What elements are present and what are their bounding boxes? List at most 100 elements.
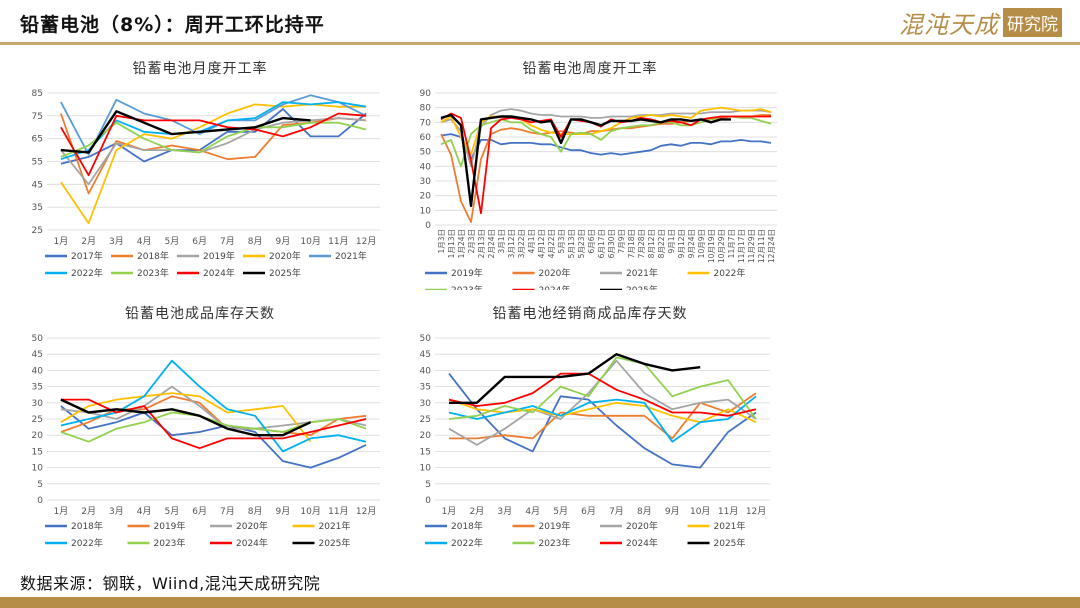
y-tick-label: 0 — [425, 221, 431, 231]
x-tick-label: 4月 — [137, 236, 152, 247]
x-tick-label: 3月 — [497, 506, 512, 517]
series-line — [448, 395, 757, 443]
y-tick-label: 10 — [420, 206, 432, 216]
legend-label: 2019年 — [154, 520, 186, 532]
x-tick-label: 9月 — [276, 236, 291, 247]
x-tick-label: 5月 — [165, 236, 180, 247]
y-tick-label: 40 — [420, 162, 432, 172]
y-tick-label: 60 — [420, 133, 432, 143]
legend-label: 2025年 — [269, 267, 301, 279]
x-tick-label: 12月 — [356, 236, 376, 247]
legend-label: 2021年 — [335, 250, 367, 262]
x-tick-label: 11月 — [328, 236, 348, 247]
logo-text: 混沌天成 — [899, 10, 999, 39]
x-tick-label: 7月 — [609, 506, 624, 517]
x-tick-label: 5月13日 — [567, 229, 576, 258]
x-tick-label: 6月 — [192, 236, 207, 247]
chart-svg: 铅蓄电池经销商成品库存天数 0 5 10 15 20 25 30 35 40 45 50 1月 2月 3月 4… — [420, 306, 770, 549]
series-line — [448, 356, 757, 420]
x-tick-label: 1月 — [54, 506, 69, 517]
series-line — [60, 108, 367, 165]
x-tick-label: 9月 — [276, 506, 291, 517]
data-source-note: 数据来源：钢联，Wiind,混沌天成研究院 — [20, 574, 321, 593]
logo-badge: 研究院 — [1003, 7, 1062, 37]
legend-label: 2023年 — [539, 537, 571, 549]
x-tick-label: 7月 — [220, 506, 235, 517]
x-tick-label: 3月12日 — [507, 229, 516, 258]
x-tick-label: 1月 — [442, 506, 457, 517]
x-tick-label: 10月9日 — [697, 229, 706, 258]
y-tick-label: 30 — [420, 177, 432, 187]
y-tick-label: 65 — [32, 135, 43, 145]
x-tick-label: 9月 — [665, 506, 680, 517]
x-tick-label: 8月 — [248, 506, 263, 517]
legend-label: 2018年 — [71, 520, 103, 532]
x-tick-label: 5月 — [165, 506, 180, 517]
y-tick-label: 30 — [32, 399, 44, 409]
x-tick-label: 4月1日 — [527, 229, 536, 254]
x-tick-label: 3月 — [109, 506, 124, 517]
y-tick-label: 50 — [32, 334, 44, 344]
x-tick-label: 6月6日 — [587, 229, 596, 254]
legend-label: 2023年 — [137, 267, 169, 279]
y-tick-label: 15 — [420, 447, 431, 457]
x-tick-label: 4月22日 — [547, 229, 556, 258]
y-tick-label: 10 — [32, 464, 44, 474]
x-tick-label: 8月 — [248, 236, 263, 247]
series-line — [440, 133, 772, 160]
series-line — [60, 117, 367, 186]
weekly-operating-rate-chart: 铅蓄电池周度开工率 0 10 20 30 40 50 60 70 80 90 1月3日 1月13日 1月2… — [395, 55, 785, 290]
legend-label: 2025年 — [714, 537, 746, 549]
y-tick-label: 35 — [32, 383, 43, 393]
series-line — [60, 359, 367, 453]
series-line — [448, 398, 757, 424]
legend-label: 2023年 — [154, 537, 186, 549]
y-tick-label: 85 — [32, 89, 43, 99]
x-tick-label: 5月23日 — [577, 229, 586, 258]
series-line — [60, 405, 367, 469]
brand-logo: 混沌天成 研究院 — [899, 6, 1062, 39]
legend-label: 2022年 — [451, 537, 483, 549]
x-tick-label: 10月 — [300, 506, 320, 517]
x-tick-label: 2月 — [81, 236, 96, 247]
series-line — [440, 113, 731, 208]
x-tick-label: 9月1日 — [667, 229, 676, 254]
x-tick-label: 4月12日 — [537, 229, 546, 258]
y-tick-label: 70 — [420, 118, 432, 128]
finished-inventory-days-chart: 铅蓄电池成品库存天数 0 5 10 15 20 25 30 35 40 45 50 1月 2月 3月 4月 5月… — [15, 300, 385, 560]
x-tick-label: 3月 — [109, 236, 124, 247]
x-tick-label: 11月7日 — [727, 229, 736, 258]
x-tick-label: 11月 — [328, 506, 348, 517]
x-tick-label: 7月9日 — [617, 229, 626, 254]
x-tick-label: 2月 — [81, 506, 96, 517]
x-tick-label: 1月24日 — [457, 229, 466, 258]
y-tick-label: 90 — [420, 89, 432, 99]
x-tick-label: 7月18日 — [627, 229, 636, 258]
legend-label: 2024年 — [203, 267, 235, 279]
series-line — [448, 373, 757, 469]
series-line — [449, 353, 701, 404]
y-tick-label: 10 — [420, 464, 432, 474]
chart-title: 铅蓄电池经销商成品库存天数 — [493, 306, 688, 322]
series-line — [60, 392, 312, 443]
series-line — [60, 110, 311, 154]
x-tick-label: 9月12日 — [677, 229, 686, 258]
y-tick-label: 0 — [37, 496, 43, 506]
chart-svg: 铅蓄电池周度开工率 0 10 20 30 40 50 60 70 80 90 1月3日 1月13日 1月2… — [420, 60, 777, 290]
y-tick-label: 0 — [425, 496, 431, 506]
page-title: 铅蓄电池（8%）：周开工环比持平 — [20, 14, 325, 36]
legend-label: 2020年 — [269, 250, 301, 262]
y-tick-label: 15 — [32, 447, 43, 457]
x-tick-label: 4月 — [137, 506, 152, 517]
x-tick-label: 10月19日 — [707, 229, 716, 263]
header-divider — [0, 42, 1080, 45]
x-tick-label: 6月 — [192, 506, 207, 517]
x-tick-label: 6月17日 — [597, 229, 606, 258]
legend-label: 2019年 — [203, 250, 235, 262]
legend-label: 2025年 — [626, 284, 658, 290]
series-line — [60, 94, 367, 156]
series-line — [60, 395, 367, 437]
x-tick-label: 4月 — [525, 506, 540, 517]
x-tick-label: 2月13日 — [477, 229, 486, 258]
x-tick-label: 2月24日 — [487, 229, 496, 258]
